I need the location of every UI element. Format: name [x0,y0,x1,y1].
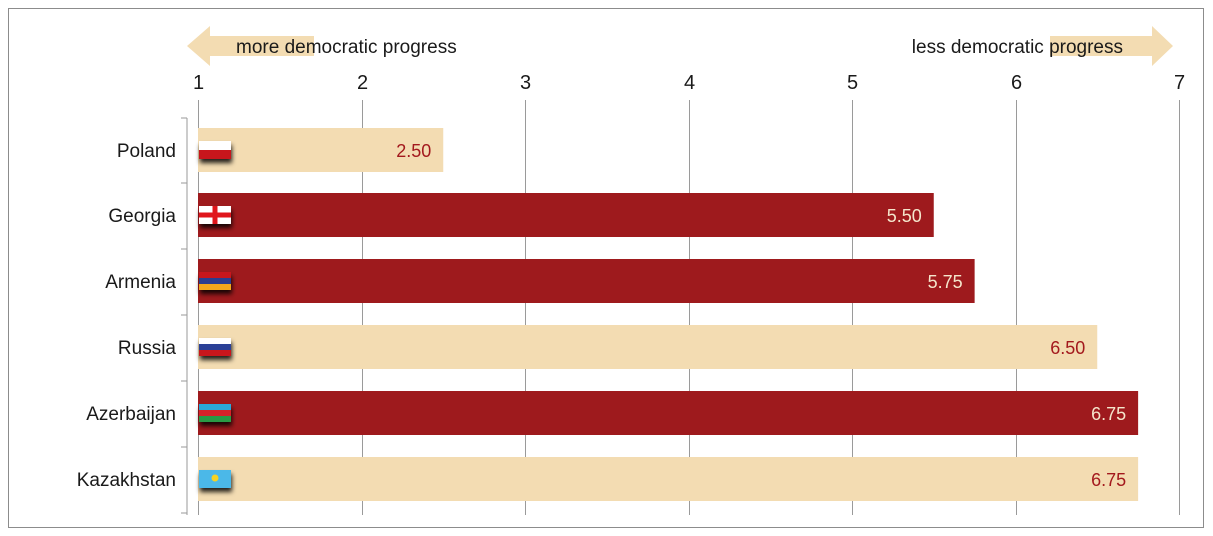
bars: Poland 2.50 Georgia 5.50 Armenia 5.75 Russia 6.… [77,128,1139,501]
georgia-flag-icon [199,206,231,224]
azerbaijan-flag-icon [199,404,231,422]
bar-kazakhstan [198,457,1139,501]
x-tick-label: 1 [193,72,204,94]
value-label: 6.75 [1091,404,1126,424]
category-label: Russia [118,338,177,359]
x-tick-label: 4 [684,72,695,94]
category-label: Georgia [108,206,176,227]
value-label: 6.50 [1050,338,1085,358]
bar-russia [198,325,1098,369]
value-label: 6.75 [1091,470,1126,490]
left-arrow-icon [187,26,314,66]
x-tick-label: 5 [847,72,858,94]
bar-azerbaijan [198,391,1139,435]
value-label: 2.50 [396,141,431,161]
x-tick-label: 2 [357,72,368,94]
kazakhstan-flag-icon [199,470,231,488]
right-arrow-icon [1050,26,1173,66]
bar-georgia [198,193,934,237]
value-label: 5.50 [887,206,922,226]
left-direction-label: more democratic progress [236,37,457,58]
right-direction-label: less democratic progress [912,37,1123,58]
grid-layer [181,100,1180,515]
x-tick-label: 3 [520,72,531,94]
armenia-flag-icon [199,272,231,290]
category-label: Armenia [105,272,176,293]
bar-poland [198,128,444,172]
category-label: Poland [117,141,176,162]
x-tick-label: 7 [1174,72,1185,94]
value-label: 5.75 [928,272,963,292]
category-label: Kazakhstan [77,470,176,491]
x-tick-label: 6 [1011,72,1022,94]
bar-armenia [198,259,975,303]
tick-labels: 1 2 3 4 5 6 7 [193,72,1185,94]
poland-flag-icon [199,141,231,159]
category-label: Azerbaijan [86,404,176,425]
russia-flag-icon [199,338,231,356]
